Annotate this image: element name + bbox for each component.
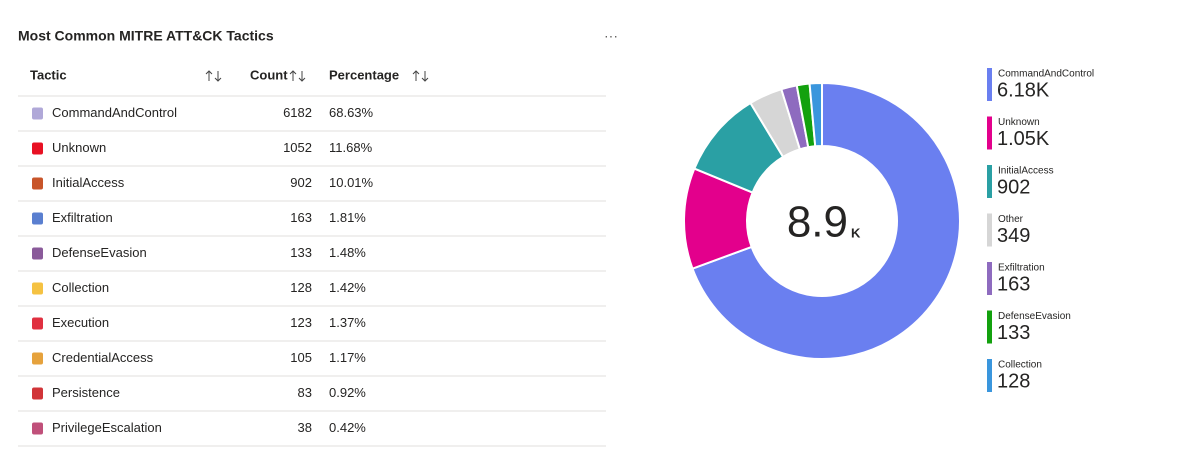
tactic-name: InitialAccess [52,175,125,190]
tactic-icon [32,282,43,295]
column-header[interactable]: Count [250,67,288,82]
percentage: 1.81% [329,210,366,225]
legend-swatch[interactable] [987,213,992,247]
legend-label[interactable]: Collection [998,360,1042,371]
tactic-icon [32,177,43,190]
center-value: 8.9 [787,198,848,247]
tactic-name: Persistence [52,385,120,400]
count: 38 [298,420,312,435]
tactic-icon [32,212,43,225]
tactic-icon [32,317,43,330]
percentage: 0.92% [329,385,366,400]
tactic-name: CommandAndControl [52,105,177,120]
tactic-icon [32,142,43,155]
count: 902 [290,175,312,190]
percentage: 10.01% [329,175,374,190]
legend-label[interactable]: CommandAndControl [998,69,1094,80]
percentage: 0.42% [329,420,366,435]
tactic-icon [32,107,43,120]
tactic-icon [32,352,43,365]
column-header[interactable]: Percentage [329,67,399,82]
percentage: 1.17% [329,350,366,365]
legend-value[interactable]: 902 [997,176,1030,198]
legend-value[interactable]: 6.18K [997,79,1050,101]
sort-icon[interactable] [289,70,306,82]
legend-swatch[interactable] [987,165,992,198]
center-unit: K [851,225,861,240]
tactic-icon [32,387,43,400]
tactic-name: DefenseEvasion [52,245,147,260]
tactic-name: Unknown [52,140,106,155]
legend-swatch[interactable] [987,359,992,392]
legend-value[interactable]: 163 [997,273,1030,295]
legend-swatch[interactable] [987,310,992,344]
tile-title: Most Common MITRE ATT&CK Tactics [18,28,274,44]
legend-label[interactable]: Exfiltration [998,263,1045,274]
donut-segment[interactable] [808,81,823,148]
tactic-icon [32,247,43,260]
legend-value[interactable]: 349 [997,225,1030,247]
percentage: 1.48% [329,245,366,260]
count: 6182 [283,105,312,120]
sort-icon[interactable] [205,70,222,82]
legend-swatch[interactable] [987,68,992,101]
count: 163 [290,210,312,225]
tactic-name: Collection [52,280,109,295]
legend-value[interactable]: 133 [997,322,1030,344]
legend-label[interactable]: Other [998,214,1024,225]
percentage: 68.63% [329,105,374,120]
donut-segment[interactable] [691,81,961,360]
legend-swatch[interactable] [987,116,992,150]
legend-value[interactable]: 1.05K [997,128,1050,150]
more-menu[interactable]: ··· [604,28,618,44]
tactic-icon [32,422,43,435]
column-header[interactable]: Tactic [30,67,67,82]
tactic-name: Exfiltration [52,210,113,225]
count: 83 [298,385,312,400]
legend-label[interactable]: DefenseEvasion [998,311,1071,322]
percentage: 1.42% [329,280,366,295]
count: 133 [290,245,312,260]
legend-swatch[interactable] [987,262,992,295]
tactic-name: PrivilegeEscalation [52,420,162,435]
count: 1052 [283,140,312,155]
count: 128 [290,280,312,295]
legend-label[interactable]: InitialAccess [998,166,1054,177]
tactic-name: CredentialAccess [52,350,154,365]
percentage: 1.37% [329,315,366,330]
tactic-name: Execution [52,315,109,330]
legend-value[interactable]: 128 [997,370,1030,392]
percentage: 11.68% [329,140,373,155]
count: 123 [290,315,312,330]
count: 105 [290,350,312,365]
legend-label[interactable]: Unknown [998,117,1040,128]
sort-icon[interactable] [412,70,429,82]
